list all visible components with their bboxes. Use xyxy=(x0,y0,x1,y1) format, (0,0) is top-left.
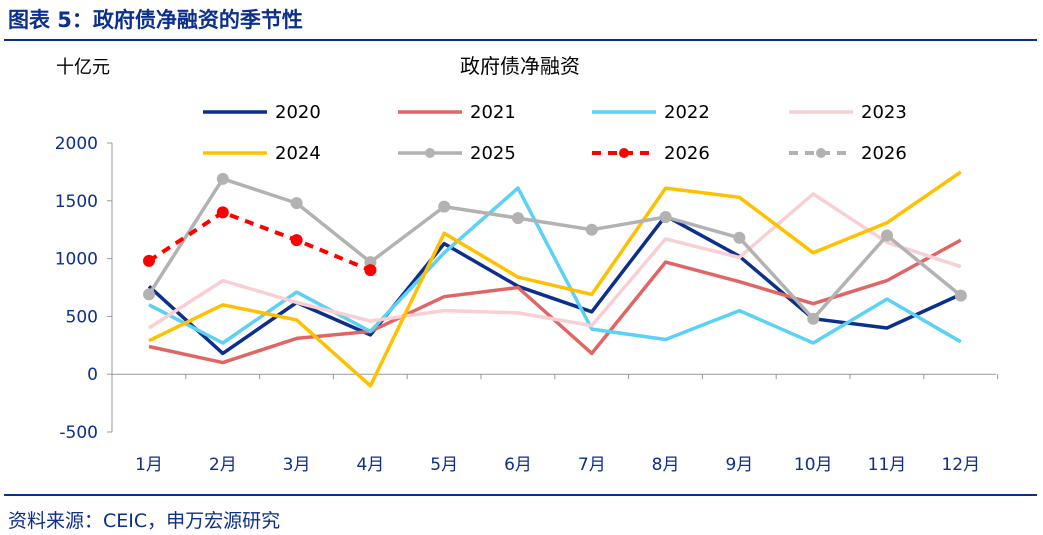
x-tick-label: 10月 xyxy=(794,455,833,475)
series-line-2026 xyxy=(147,210,372,273)
data-point-2025 xyxy=(881,229,893,242)
series-line-2025 xyxy=(147,177,962,321)
series-line-2020 xyxy=(147,214,962,356)
data-point-2025 xyxy=(954,289,967,302)
data-point-2025 xyxy=(807,312,820,325)
data-point-2026 xyxy=(290,234,303,247)
x-tick-label: 4月 xyxy=(356,455,384,475)
legend-marker xyxy=(816,148,826,158)
data-point-2025 xyxy=(585,223,598,236)
x-tick-label: 12月 xyxy=(941,455,980,475)
legend-label: 2025 xyxy=(470,143,516,164)
legend-label: 2020 xyxy=(275,102,321,123)
y-tick-label: -500 xyxy=(59,423,98,443)
x-tick-label: 5月 xyxy=(430,455,458,475)
legend-label: 2023 xyxy=(861,102,907,123)
y-tick-label: 1000 xyxy=(55,250,98,270)
x-tick-label: 3月 xyxy=(283,455,311,475)
axes: 2000 1500 1000 500 0 -500 1月 2月 3月 4月 5月 6月 7月 8月 9月 10… xyxy=(55,134,999,475)
data-point-2026 xyxy=(216,206,229,219)
y-tick-label: 0 xyxy=(87,365,98,385)
unit-label: 十亿元 xyxy=(56,57,110,78)
data-point-2025 xyxy=(216,172,229,185)
x-tick-label: 2月 xyxy=(209,455,237,475)
y-tick-label: 2000 xyxy=(55,134,98,154)
x-tick-label: 8月 xyxy=(652,455,680,475)
legend-marker xyxy=(619,148,629,158)
data-point-2025 xyxy=(438,200,451,213)
header-rule xyxy=(4,39,1037,41)
data-point-2025 xyxy=(733,231,746,244)
x-tick-label: 9月 xyxy=(725,455,753,475)
series-line-2023 xyxy=(148,192,962,330)
source-note: 资料来源：CEIC，申万宏源研究 xyxy=(8,510,281,532)
x-tick-label: 7月 xyxy=(578,455,606,475)
legend-label: 2022 xyxy=(664,102,710,123)
footer-rule xyxy=(4,494,1037,496)
data-point-2025 xyxy=(290,197,303,210)
legend-label: 2026 xyxy=(664,143,710,164)
legend-label: 2021 xyxy=(470,102,516,123)
figure-title: 图表 5：政府债净融资的季节性 xyxy=(8,8,303,32)
x-tick-label: 1月 xyxy=(135,455,163,475)
plot-area xyxy=(143,170,967,388)
legend-label: 2024 xyxy=(275,143,321,164)
y-tick-label: 500 xyxy=(66,307,98,327)
data-point-2025 xyxy=(512,212,524,225)
data-point-2025 xyxy=(143,288,155,301)
legend: 2020 2021 2022 2023 2024 2025 2026 2026 xyxy=(203,102,907,164)
y-tick-label: 1500 xyxy=(55,192,98,212)
data-point-2025 xyxy=(659,210,672,223)
data-point-2026 xyxy=(364,264,377,277)
legend-label: 2026 xyxy=(861,143,907,164)
x-tick-label: 11月 xyxy=(868,455,907,475)
x-tick-label: 6月 xyxy=(504,455,532,475)
series-line-2024 xyxy=(148,170,962,388)
data-point-2026 xyxy=(143,254,155,267)
legend-marker xyxy=(425,148,435,158)
chart-title: 政府债净融资 xyxy=(460,54,580,78)
